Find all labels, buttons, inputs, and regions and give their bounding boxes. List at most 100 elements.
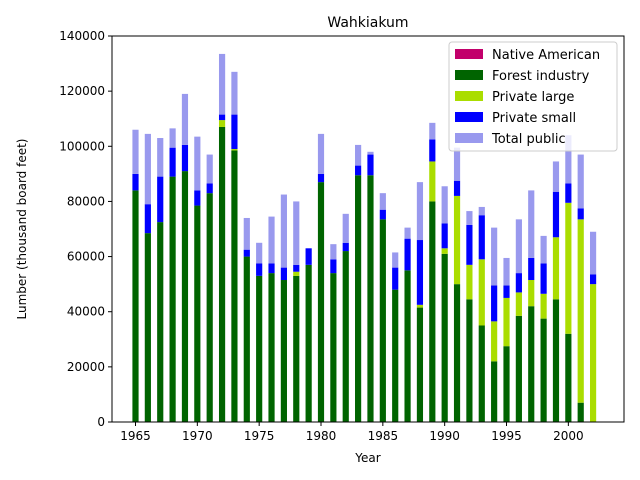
bar-segment [441,186,448,224]
bar-segment [132,173,139,191]
bar-segment [503,346,510,422]
bar-segment [552,161,560,192]
bar-segment [194,205,201,422]
bar-segment [565,333,572,422]
bar-segment [194,136,201,191]
bar-segment [528,280,535,307]
legend-swatch [455,112,483,122]
bar-segment [466,299,473,422]
bar-segment [466,211,473,225]
x-axis-label: Year [354,451,380,465]
bar-segment [565,183,572,203]
y-tick-label: 140000 [59,29,105,43]
bar-segment [491,227,498,286]
bar-segment [379,209,386,220]
bar-segment [552,237,560,300]
bar-segment [577,219,584,403]
y-tick-label: 80000 [67,194,105,208]
bar-segment [528,306,535,422]
bar-segment [429,139,436,162]
bar-segment [330,273,337,422]
x-tick-label: 1995 [491,429,522,443]
bar-segment [404,227,411,239]
legend-label: Total public [491,132,566,147]
bar-segment [453,195,461,285]
bar-segment [478,325,485,422]
bar-segment [293,264,300,272]
bars [132,53,597,423]
bar-segment [577,402,584,422]
bar-segment [218,120,226,127]
bar-segment [355,144,362,166]
bar-segment [565,202,572,334]
bar-segment [293,275,300,422]
legend-swatch [455,70,483,80]
bar-segment [256,263,263,276]
legend-label: Private small [492,111,576,126]
bar-segment [268,216,275,264]
legend-label: Forest industry [492,69,590,84]
bar-segment [218,114,226,121]
bar-segment [429,201,436,422]
bar-segment [515,273,522,293]
y-tick-label: 120000 [59,84,105,98]
bar-segment [515,315,522,422]
bar-segment [466,224,473,265]
bar-segment [280,194,287,268]
bar-segment [144,204,151,234]
x-tick-label: 1970 [182,429,213,443]
legend-swatch [455,91,483,101]
bar-segment [169,147,176,177]
bar-segment [392,267,399,290]
legend-swatch [455,49,483,59]
bar-segment [503,285,510,298]
bar-segment [379,219,386,422]
bar-segment [256,242,263,264]
bar-segment [503,297,510,347]
y-tick-label: 100000 [59,139,105,153]
bar-segment [132,190,139,422]
chart-title: Wahkiakum [327,15,408,31]
bar-segment [169,128,176,148]
bar-segment [589,274,597,285]
bar-segment [478,259,485,326]
bar-segment [280,280,287,422]
bar-segment [528,190,535,258]
bar-segment [157,176,164,223]
x-tick-label: 1980 [306,429,337,443]
bar-segment [218,53,226,115]
bar-segment [515,292,522,316]
bar-segment [577,208,584,220]
legend-label: Native American [492,48,600,63]
bar-segment [577,154,584,209]
bar-segment [293,271,300,276]
bar-segment [367,175,374,422]
bar-segment [181,171,189,422]
bar-segment [157,138,164,177]
bar-segment [132,129,139,174]
bar-segment [540,293,547,319]
bar-segment [256,275,263,422]
bar-segment [589,231,597,275]
bar-segment [243,256,250,422]
y-tick-label: 20000 [67,360,105,374]
y-tick-label: 40000 [67,305,105,319]
bar-segment [416,304,424,308]
y-tick-label: 60000 [67,250,105,264]
bar-segment [416,240,424,305]
bar-segment [367,154,374,176]
bar-segment [268,273,275,422]
y-tick-label: 0 [97,415,105,429]
bar-segment [231,71,238,115]
bar-segment [540,235,547,264]
legend-label: Private large [492,90,574,105]
x-tick-label: 2000 [553,429,584,443]
bar-segment [206,193,213,422]
bar-segment [181,144,189,172]
bar-segment [491,321,498,362]
x-tick-label: 1975 [244,429,275,443]
bar-segment [404,238,411,271]
bar-segment [243,249,250,257]
bar-segment [169,176,176,422]
bar-segment [404,270,411,422]
